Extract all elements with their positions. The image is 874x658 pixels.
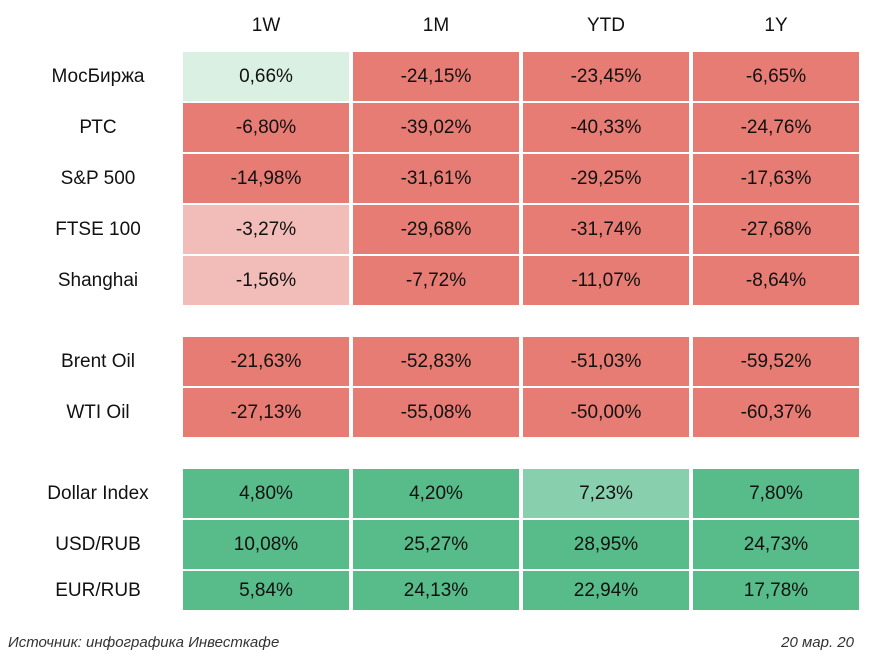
table-cell: 5,84%	[183, 571, 349, 610]
table-cell: -6,80%	[183, 103, 349, 152]
table-cell: -6,65%	[693, 52, 859, 101]
table-cell: -31,61%	[353, 154, 519, 203]
table-cell: -11,07%	[523, 256, 689, 305]
row-label: Dollar Index	[47, 483, 149, 504]
table-cell: 10,08%	[183, 520, 349, 569]
table-cell: -51,03%	[523, 337, 689, 386]
table-cell: 28,95%	[523, 520, 689, 569]
column-header-1w: 1W	[251, 15, 281, 36]
table-cell: -3,27%	[183, 205, 349, 254]
table-cell: -52,83%	[353, 337, 519, 386]
table-cell: -59,52%	[693, 337, 859, 386]
table-cell: -7,72%	[353, 256, 519, 305]
table-cell: -24,15%	[353, 52, 519, 101]
table-cell: 25,27%	[353, 520, 519, 569]
table-cell: 4,80%	[183, 469, 349, 518]
table-cell: 0,66%	[183, 52, 349, 101]
row-label: Brent Oil	[61, 351, 135, 372]
table-cell: 22,94%	[523, 571, 689, 610]
table-cell: -29,68%	[353, 205, 519, 254]
table-cell: 7,80%	[693, 469, 859, 518]
table-cell: -23,45%	[523, 52, 689, 101]
table-cell: -27,13%	[183, 388, 349, 437]
table-cell: -8,64%	[693, 256, 859, 305]
row-label: EUR/RUB	[55, 580, 141, 601]
row-label: WTI Oil	[66, 402, 130, 423]
source-note: Источник: инфографика Инвесткафе	[8, 634, 280, 651]
table-cell: 7,23%	[523, 469, 689, 518]
row-label: РТС	[79, 117, 117, 138]
table-cell: -17,63%	[693, 154, 859, 203]
row-label: Shanghai	[57, 270, 139, 291]
table-cell: 17,78%	[693, 571, 859, 610]
table-cell: -55,08%	[353, 388, 519, 437]
row-label: МосБиржа	[51, 66, 145, 87]
row-label: FTSE 100	[55, 219, 141, 240]
table-cell: -24,76%	[693, 103, 859, 152]
date-note: 20 мар. 20	[781, 634, 854, 651]
table-cell: -14,98%	[183, 154, 349, 203]
table-cell: -39,02%	[353, 103, 519, 152]
table-cell: -40,33%	[523, 103, 689, 152]
column-header-ytd: YTD	[587, 15, 625, 36]
row-label: USD/RUB	[55, 534, 141, 555]
table-cell: 24,13%	[353, 571, 519, 610]
table-cell: -1,56%	[183, 256, 349, 305]
table-cell: -27,68%	[693, 205, 859, 254]
table-cell: -21,63%	[183, 337, 349, 386]
table-cell: 24,73%	[693, 520, 859, 569]
table-cell: -29,25%	[523, 154, 689, 203]
table-cell: 4,20%	[353, 469, 519, 518]
table-cell: -50,00%	[523, 388, 689, 437]
column-header-1y: 1Y	[764, 15, 788, 36]
row-label: S&P 500	[60, 168, 136, 189]
table-cell: -60,37%	[693, 388, 859, 437]
column-header-1m: 1M	[422, 15, 450, 36]
table-cell: -31,74%	[523, 205, 689, 254]
